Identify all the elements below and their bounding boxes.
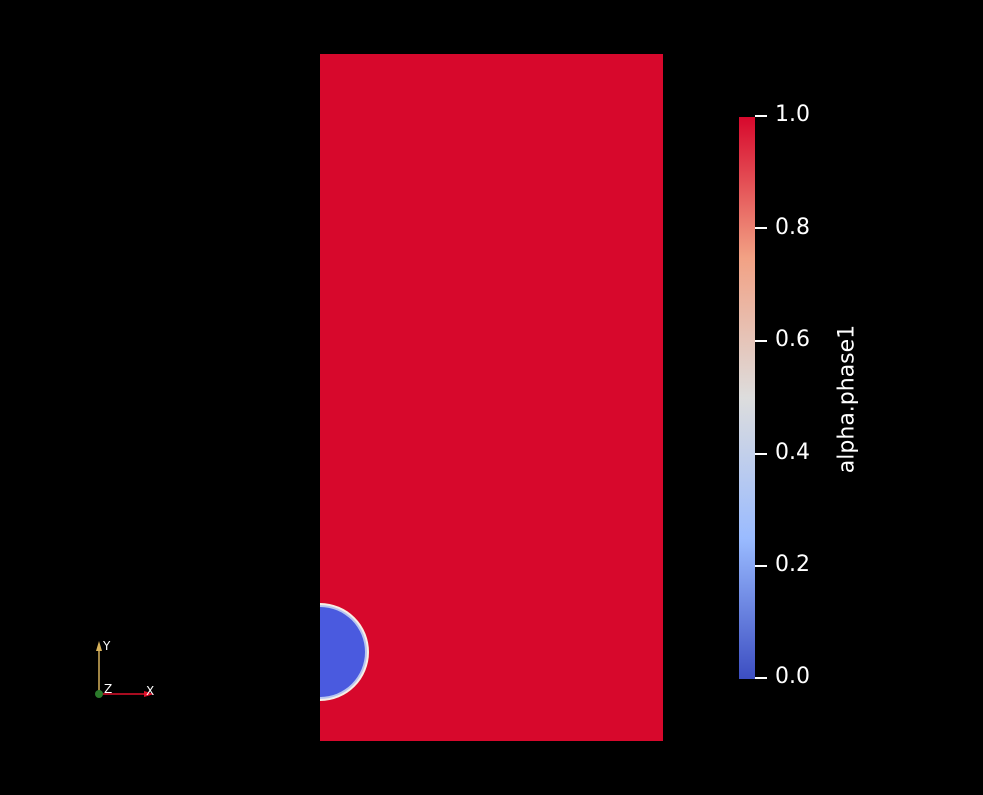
simulation-domain [320,54,663,741]
tick-label-0-8: 0.8 [775,215,810,240]
bubble [320,603,369,701]
z-axis-label: Z [104,682,113,696]
x-axis-label: X [146,684,155,698]
bubble-core [320,607,365,697]
x-axis-arrow [144,691,154,697]
z-axis-dot [95,690,103,698]
orientation-axes [95,641,154,698]
tick-label-0-0: 0.0 [775,664,810,689]
y-axis-label: Y [103,639,111,653]
tick-label-0-6: 0.6 [775,327,810,352]
tick-label-0-2: 0.2 [775,552,810,577]
scalar-bar-gradient [739,117,755,679]
tick-label-0-4: 0.4 [775,440,810,465]
scalar-bar-ticks [755,115,767,679]
y-axis-arrow [96,641,102,651]
scalar-bar-title: alpha.phase1 [834,324,860,474]
tick-label-1-0: 1.0 [775,102,810,127]
